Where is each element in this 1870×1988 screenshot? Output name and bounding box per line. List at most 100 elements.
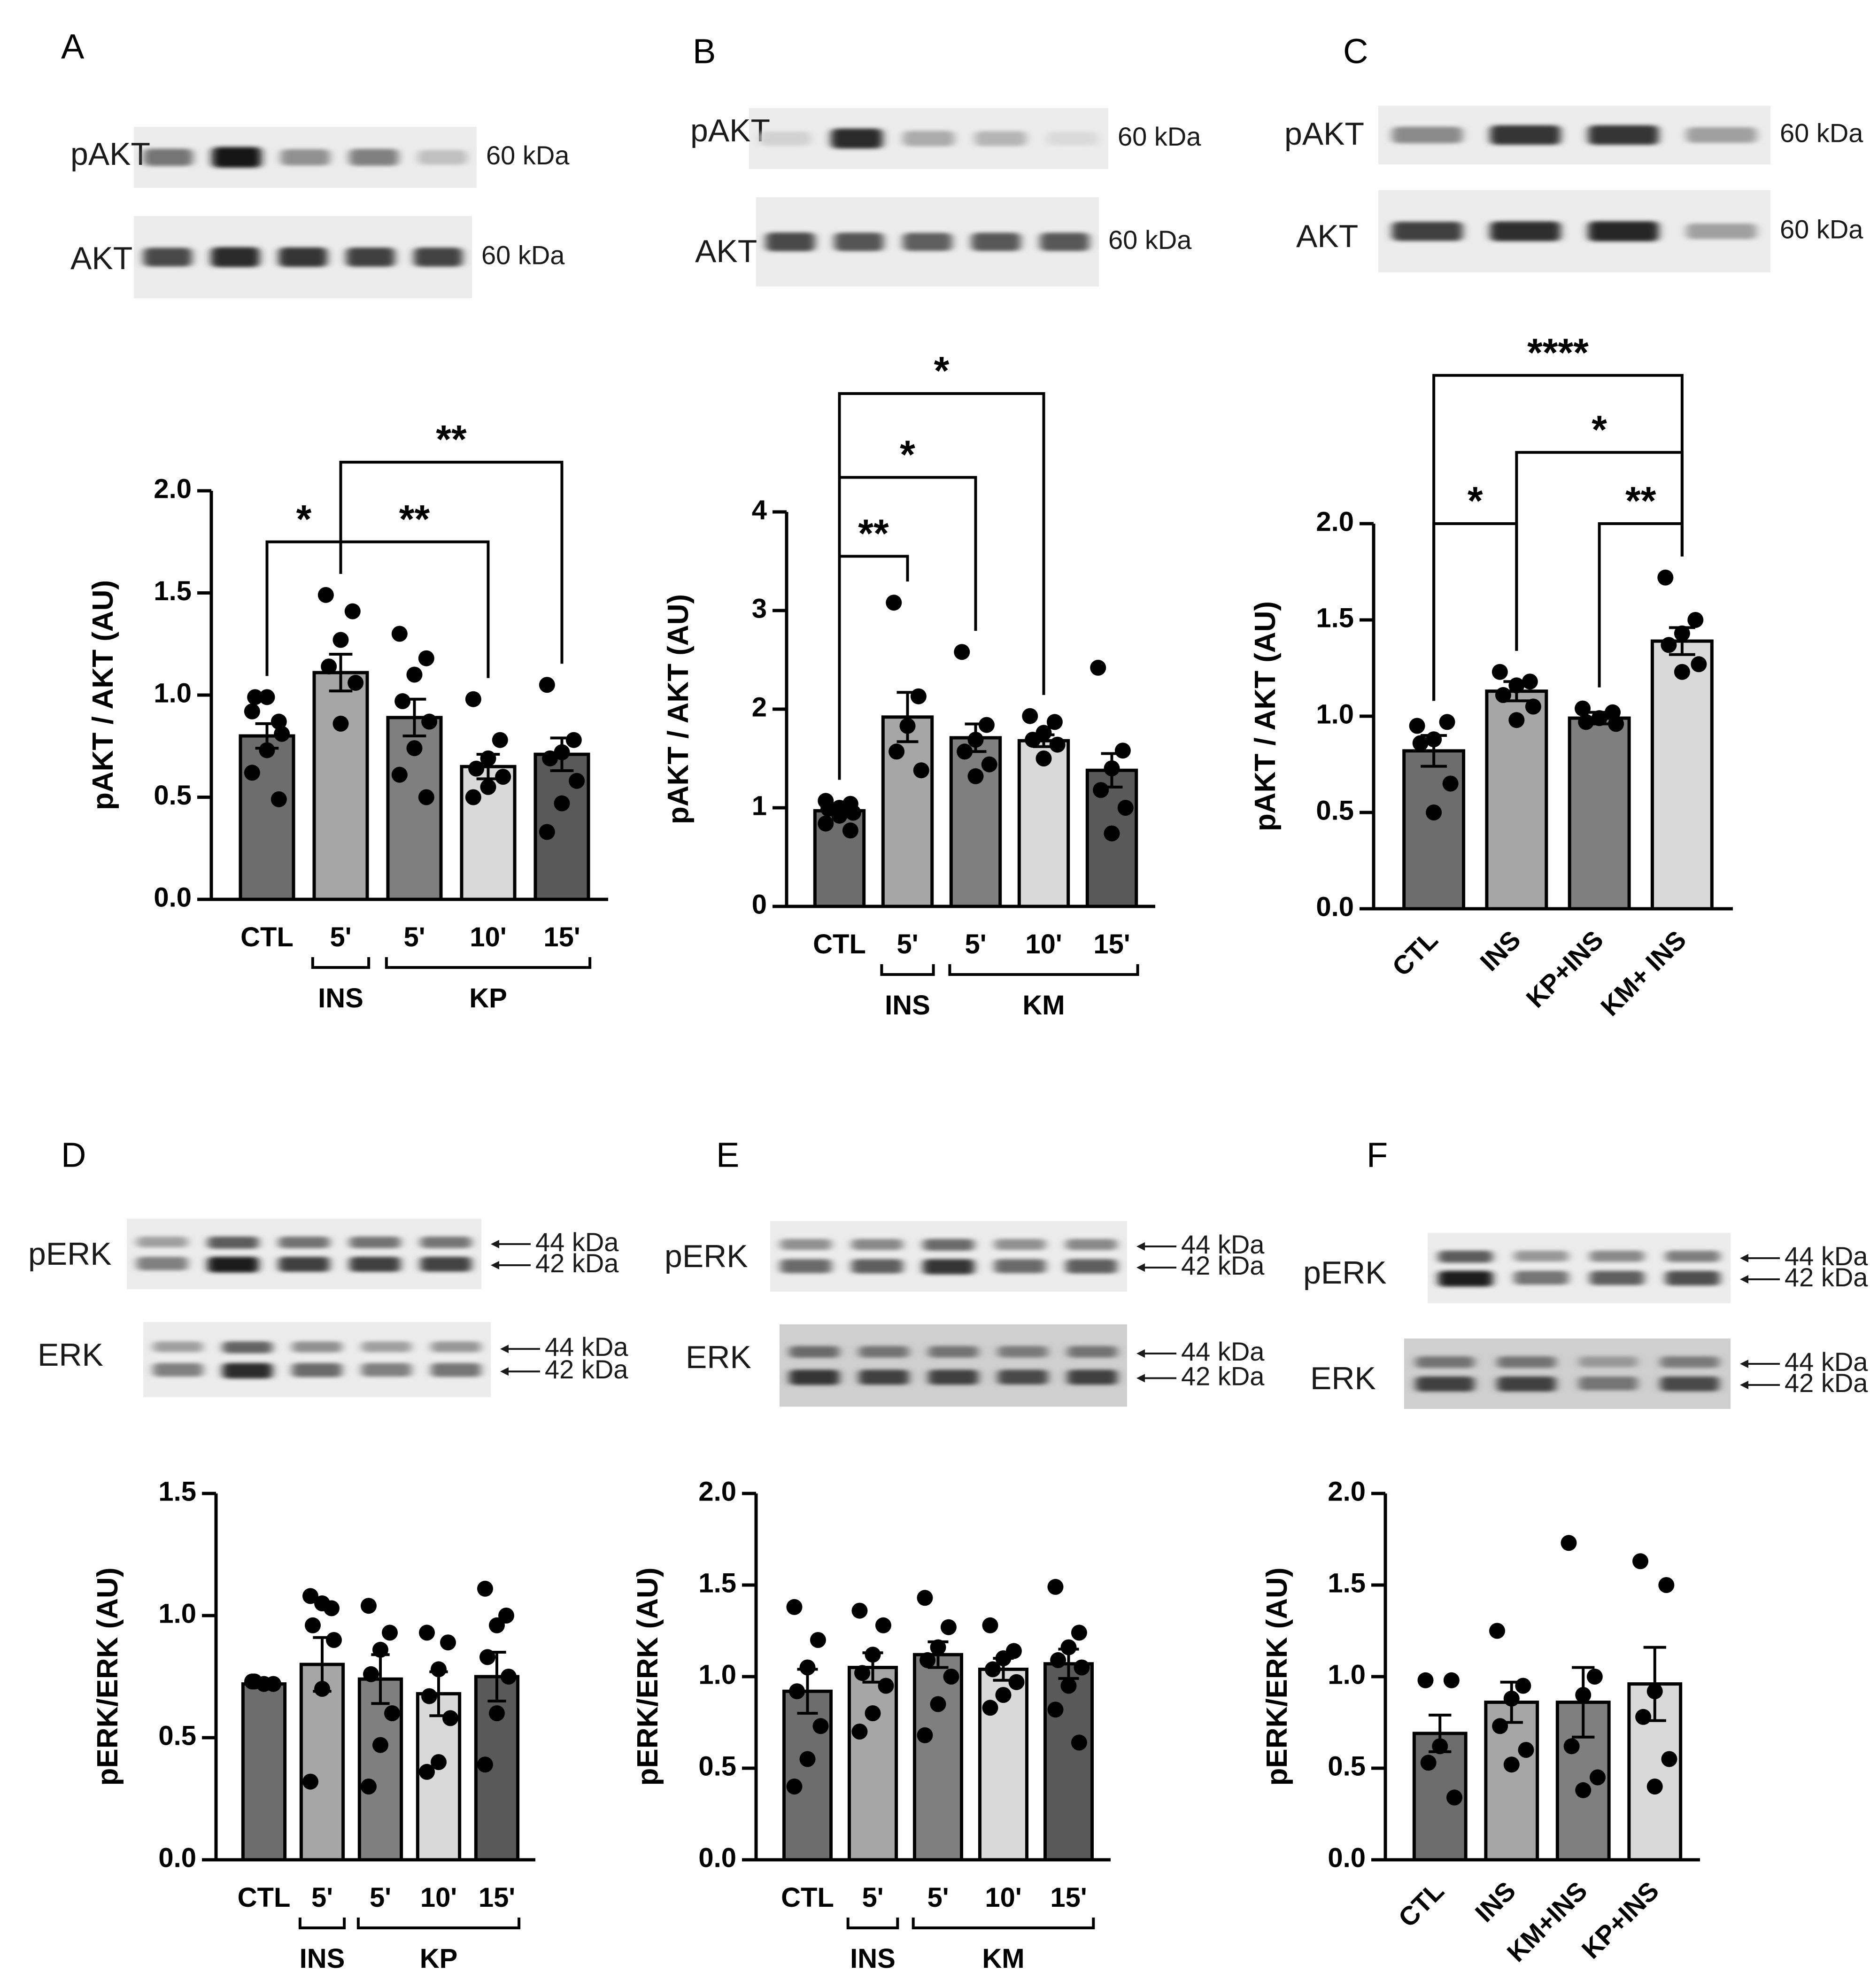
data-point [554, 744, 570, 760]
blot-band-upper [1415, 1356, 1475, 1368]
data-point [1489, 1623, 1506, 1639]
data-point [878, 1678, 894, 1694]
blot-protein-label: pAKT [690, 113, 770, 148]
data-point [1409, 718, 1425, 734]
data-point [314, 1681, 330, 1697]
blot-band-upper [1590, 1251, 1645, 1262]
group-bracket [912, 1918, 1095, 1929]
blot-size-marker: 42 kDa [1785, 1368, 1868, 1398]
x-tick-label: 15' [479, 1882, 515, 1913]
blot-band [1588, 221, 1659, 241]
y-tick-label: 1.0 [1316, 699, 1354, 729]
group-bracket [385, 957, 592, 969]
blot-band-lower [1514, 1271, 1569, 1285]
data-point [930, 1696, 946, 1712]
bar-1 [312, 671, 369, 901]
x-tick-label: KM+INS [1501, 1876, 1592, 1967]
blot-band-upper [1497, 1356, 1556, 1368]
blot-band-lower [137, 1257, 188, 1270]
data-point [363, 1666, 379, 1682]
blot-band [834, 232, 884, 251]
blot-band [903, 232, 952, 251]
data-point [1117, 800, 1134, 816]
blot-band-lower [1665, 1271, 1720, 1286]
data-point [913, 762, 929, 779]
blot-protein-label: AKT [695, 233, 757, 269]
data-point [978, 717, 995, 733]
y-tick-label: 0.0 [158, 1842, 196, 1873]
blot-membrane [1428, 1233, 1731, 1303]
y-tick-label: 0.5 [158, 1720, 196, 1751]
blot-band-upper [1066, 1239, 1117, 1250]
data-point [1022, 708, 1038, 724]
blot-band [1588, 125, 1659, 145]
panel-letter-b: B [693, 32, 716, 71]
x-tick-label: 15' [1093, 929, 1130, 959]
y-tick-label: 1.5 [1316, 603, 1354, 633]
data-point [332, 632, 349, 648]
blot-band-upper [1578, 1356, 1638, 1368]
western-blot-b-akt: AKT 60 kDa [695, 197, 1192, 286]
significance-bracket [265, 540, 342, 676]
blot-band-lower [222, 1363, 273, 1379]
data-point [1632, 1553, 1649, 1570]
blot-size-marker: 42 kDa [1181, 1251, 1265, 1280]
blot-protein-label: ERK [1310, 1361, 1376, 1396]
blot-band-upper [222, 1341, 273, 1354]
blot-size-marker: 44 kDa [1785, 1347, 1868, 1377]
data-point [865, 1647, 881, 1663]
blot-band-upper [994, 1239, 1046, 1250]
data-point [1114, 743, 1131, 759]
blot-band-upper [1067, 1346, 1118, 1358]
data-point [1060, 1639, 1077, 1655]
blot-size-marker: 42 kDa [1181, 1361, 1265, 1391]
data-point [431, 1754, 447, 1770]
data-point [1674, 664, 1690, 680]
data-point [274, 726, 290, 742]
blot-membrane [127, 1219, 481, 1289]
group-label: INS [300, 1943, 345, 1974]
data-point [259, 689, 275, 705]
bar-chart-e: 0.0 0.5 1.0 1.5 2.0 pERK/ERK (AU) CTL 5' 5' 10' 15… [632, 1476, 1111, 1974]
blot-band-lower [349, 1257, 401, 1272]
data-point [465, 691, 481, 707]
data-point [480, 750, 496, 766]
data-point [1522, 673, 1538, 690]
blot-band-upper [292, 1341, 342, 1353]
blot-band-lower [1067, 1369, 1118, 1385]
data-point [565, 732, 582, 748]
data-point [1432, 1738, 1448, 1755]
panel-letter-d: D [61, 1136, 86, 1175]
data-point [917, 1727, 933, 1743]
data-point [317, 587, 334, 603]
blot-band [831, 128, 883, 149]
blot-band-upper [1438, 1251, 1493, 1263]
data-point [875, 1617, 891, 1633]
data-point [1047, 1578, 1064, 1595]
blot-band [211, 247, 260, 267]
x-tick-label: 5' [330, 922, 351, 952]
data-point [1443, 1672, 1460, 1688]
blot-size-marker: 42 kDa [1785, 1262, 1868, 1292]
group-label: KP [420, 1943, 458, 1974]
data-point [391, 766, 408, 783]
data-point [1525, 698, 1541, 715]
blot-band [143, 148, 193, 166]
blot-band-lower [1578, 1377, 1638, 1391]
western-blot-a-akt: AKT 60 kDa [70, 216, 565, 298]
x-tick-label: CTL [813, 929, 866, 959]
blot-band-upper [923, 1239, 974, 1251]
x-tick-label: CTL [1386, 925, 1444, 982]
data-point [1025, 732, 1041, 748]
data-point [1426, 731, 1442, 748]
blot-size-marker: 44 kDa [1181, 1230, 1265, 1259]
blot-protein-label: pAKT [70, 136, 150, 172]
blot-band-lower [789, 1369, 840, 1385]
x-tick-label: KP+INS [1576, 1876, 1665, 1965]
data-point [789, 1683, 805, 1700]
data-point [1508, 712, 1525, 728]
data-point [1687, 612, 1704, 628]
y-axis-label: pERK/ERK (AU) [1261, 1568, 1293, 1786]
